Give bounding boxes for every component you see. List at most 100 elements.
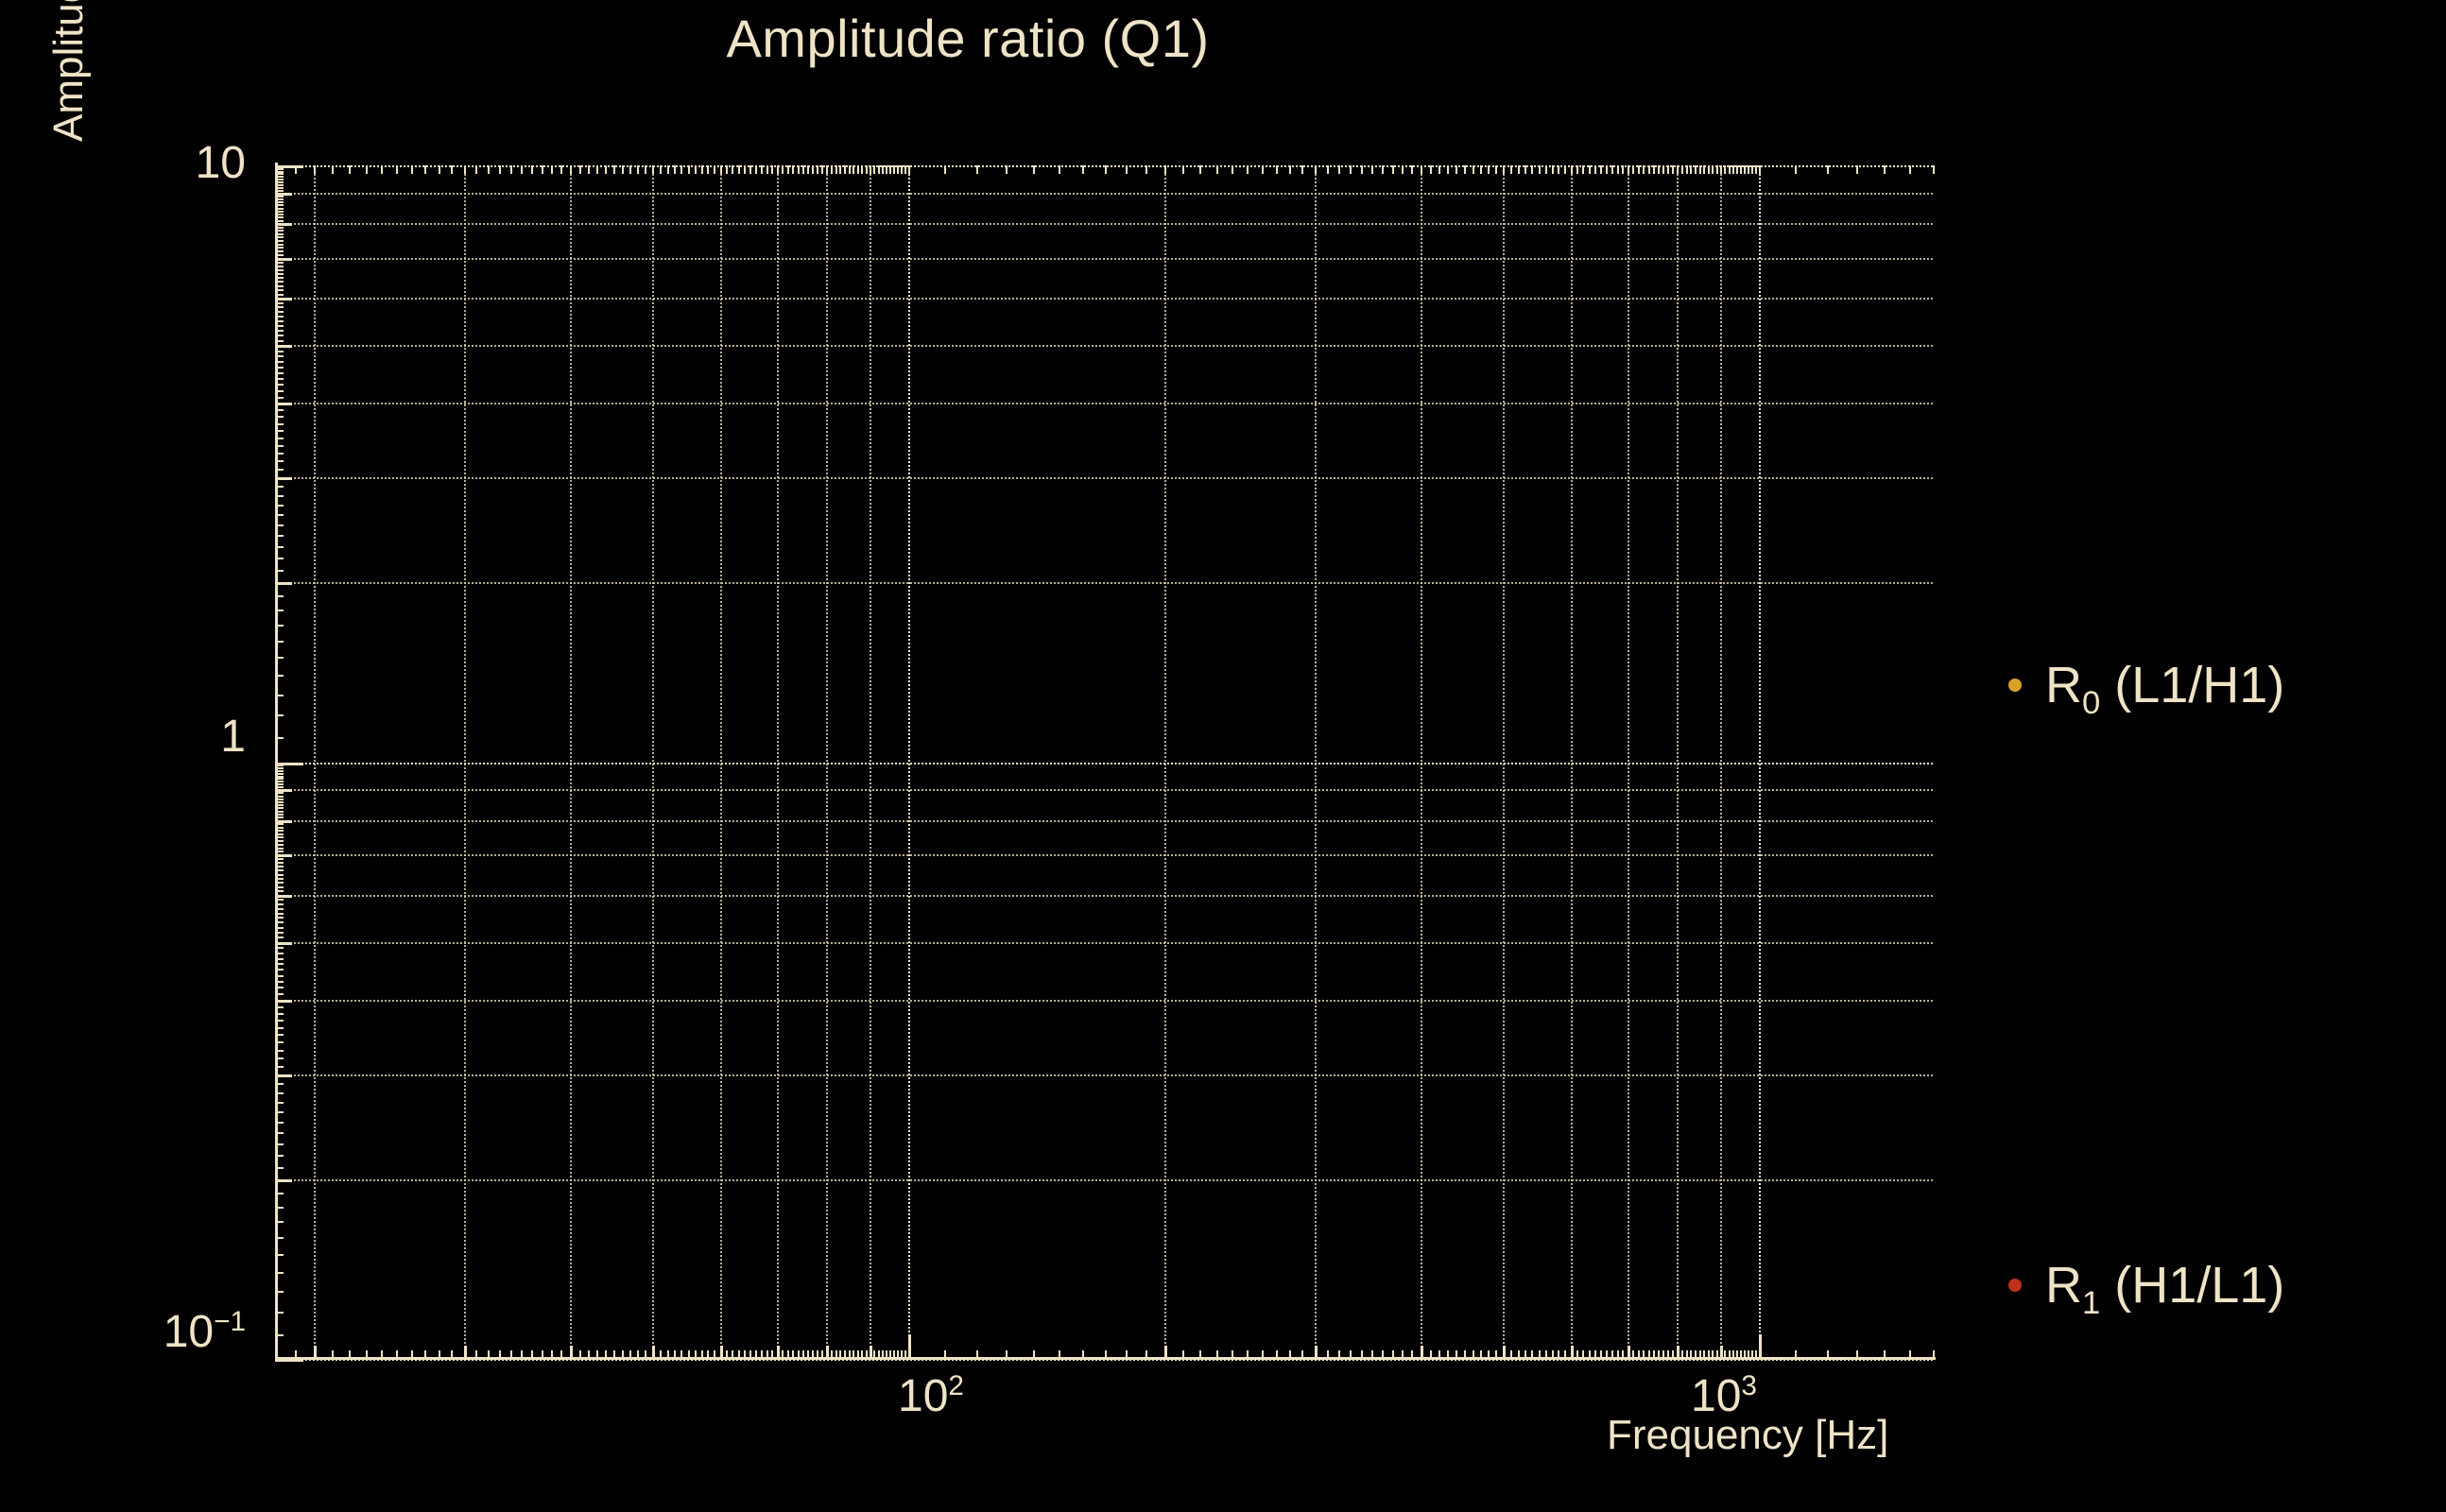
x-tick-subminor <box>1421 165 1423 174</box>
y-tick-major <box>275 762 303 765</box>
x-tick-subminor <box>621 1350 624 1359</box>
x-tick-subminor <box>1360 165 1363 174</box>
x-tick-subminor <box>1391 1350 1394 1359</box>
x-tick-subminor <box>873 165 876 174</box>
x-tick-subminor <box>873 1350 876 1359</box>
y-tick-subminor <box>275 207 284 210</box>
y-gridline-minor <box>275 1178 1933 1181</box>
x-tick-subminor <box>1517 165 1520 174</box>
x-tick-subminor <box>1232 165 1234 174</box>
x-tick-subminor <box>1438 165 1441 174</box>
x-tick-subminor <box>1215 1350 1218 1359</box>
legend-marker-icon-1 <box>1985 1279 2045 1292</box>
x-tick-subminor <box>904 1350 907 1359</box>
x-tick-subminor <box>605 165 608 174</box>
x-gridline-minor <box>826 165 829 1359</box>
x-tick-subminor <box>1637 165 1640 174</box>
y-tick-subminor <box>275 882 284 885</box>
y-tick-subminor <box>275 176 284 179</box>
y-tick-subminor <box>275 339 284 342</box>
y-tick-subminor <box>275 869 284 872</box>
legend-item-1[interactable]: R1 (H1/L1) <box>1985 1247 2284 1323</box>
x-tick-subminor <box>1360 1350 1363 1359</box>
x-tick-subminor <box>1680 165 1683 174</box>
x-tick-subminor <box>596 1350 599 1359</box>
y-tick-subminor <box>275 714 284 717</box>
y-tick-subminor <box>275 355 284 358</box>
y-tick-minor <box>275 1074 292 1077</box>
x-gridline-minor <box>1677 165 1679 1359</box>
y-tick-label-10: 10 <box>195 138 246 188</box>
x-tick-subminor <box>848 1350 851 1359</box>
x-gridline-minor <box>463 165 466 1359</box>
x-tick-subminor <box>1544 1350 1547 1359</box>
y-tick-subminor <box>275 210 284 213</box>
x-tick-subminor <box>680 1350 683 1359</box>
x-tick-subminor <box>737 165 740 174</box>
y-tick-subminor <box>275 173 284 176</box>
y-tick-subminor <box>275 189 284 192</box>
y-tick-subminor <box>275 767 284 770</box>
x-tick-subminor <box>870 1350 872 1359</box>
x-tick-subminor <box>1643 165 1645 174</box>
x-tick-subminor <box>839 165 842 174</box>
x-tick-subminor <box>908 1350 911 1359</box>
x-tick-subminor <box>707 1350 710 1359</box>
x-tick-subminor <box>1744 1350 1747 1359</box>
x-tick-subminor <box>1728 1350 1731 1359</box>
x-tick-subminor <box>1740 1350 1743 1359</box>
y-tick-subminor <box>275 477 284 480</box>
x-tick-subminor <box>839 1350 842 1359</box>
y-tick-subminor <box>275 862 284 865</box>
y-gridline-minor <box>275 257 1933 260</box>
y-tick-subminor <box>275 781 284 783</box>
x-tick-subminor <box>530 165 533 174</box>
y-tick-subminor <box>275 1166 284 1169</box>
x-tick-subminor <box>1126 165 1128 174</box>
x-tick-subminor <box>314 1350 317 1359</box>
x-tick-subminor <box>295 1350 298 1359</box>
x-tick-subminor <box>801 165 804 174</box>
x-tick-subminor <box>381 1350 384 1359</box>
y-tick-subminor <box>275 772 284 775</box>
x-tick-subminor <box>1558 165 1560 174</box>
y-tick-subminor <box>275 1082 284 1085</box>
x-axis-title: Frequency [Hz] <box>1607 1412 1889 1458</box>
y-tick-subminor <box>275 546 284 549</box>
x-tick-subminor <box>1933 1350 1935 1359</box>
y-tick-subminor <box>275 850 284 853</box>
x-tick-subminor <box>1005 165 1008 174</box>
y-tick-subminor <box>275 437 284 439</box>
x-tick-subminor <box>1627 165 1629 174</box>
y-tick-subminor <box>275 243 284 246</box>
y-tick-subminor <box>275 1074 284 1076</box>
x-tick-subminor <box>410 1350 413 1359</box>
y-tick-subminor <box>275 180 284 183</box>
x-tick-subminor <box>1058 1350 1060 1359</box>
x-tick-subminor <box>749 165 751 174</box>
x-tick-subminor <box>498 165 501 174</box>
x-tick-subminor <box>570 1350 573 1359</box>
x-tick-subminor <box>1576 165 1579 174</box>
y-tick-subminor <box>275 694 284 696</box>
y-tick-subminor <box>275 830 284 833</box>
x-tick-subminor <box>1731 165 1734 174</box>
x-tick-subminor <box>1715 1350 1718 1359</box>
x-tick-subminor <box>1855 165 1858 174</box>
y-tick-subminor <box>275 873 284 876</box>
x-tick-subminor <box>1662 165 1665 174</box>
x-tick-subminor <box>1724 1350 1727 1359</box>
x-tick-subminor <box>605 1350 608 1359</box>
x-tick-subminor <box>541 165 543 174</box>
x-tick-subminor <box>1698 165 1701 174</box>
x-tick-subminor <box>1611 1350 1613 1359</box>
y-tick-subminor <box>275 396 284 399</box>
y-tick-subminor <box>275 1005 284 1008</box>
y-tick-subminor <box>275 675 284 678</box>
y-tick-subminor <box>275 265 284 267</box>
x-tick-subminor <box>475 165 478 174</box>
x-tick-subminor <box>1551 1350 1554 1359</box>
y-tick-subminor <box>275 810 284 813</box>
legend-item-0[interactable]: R0 (L1/H1) <box>1985 647 2284 723</box>
x-tick-subminor <box>886 1350 888 1359</box>
